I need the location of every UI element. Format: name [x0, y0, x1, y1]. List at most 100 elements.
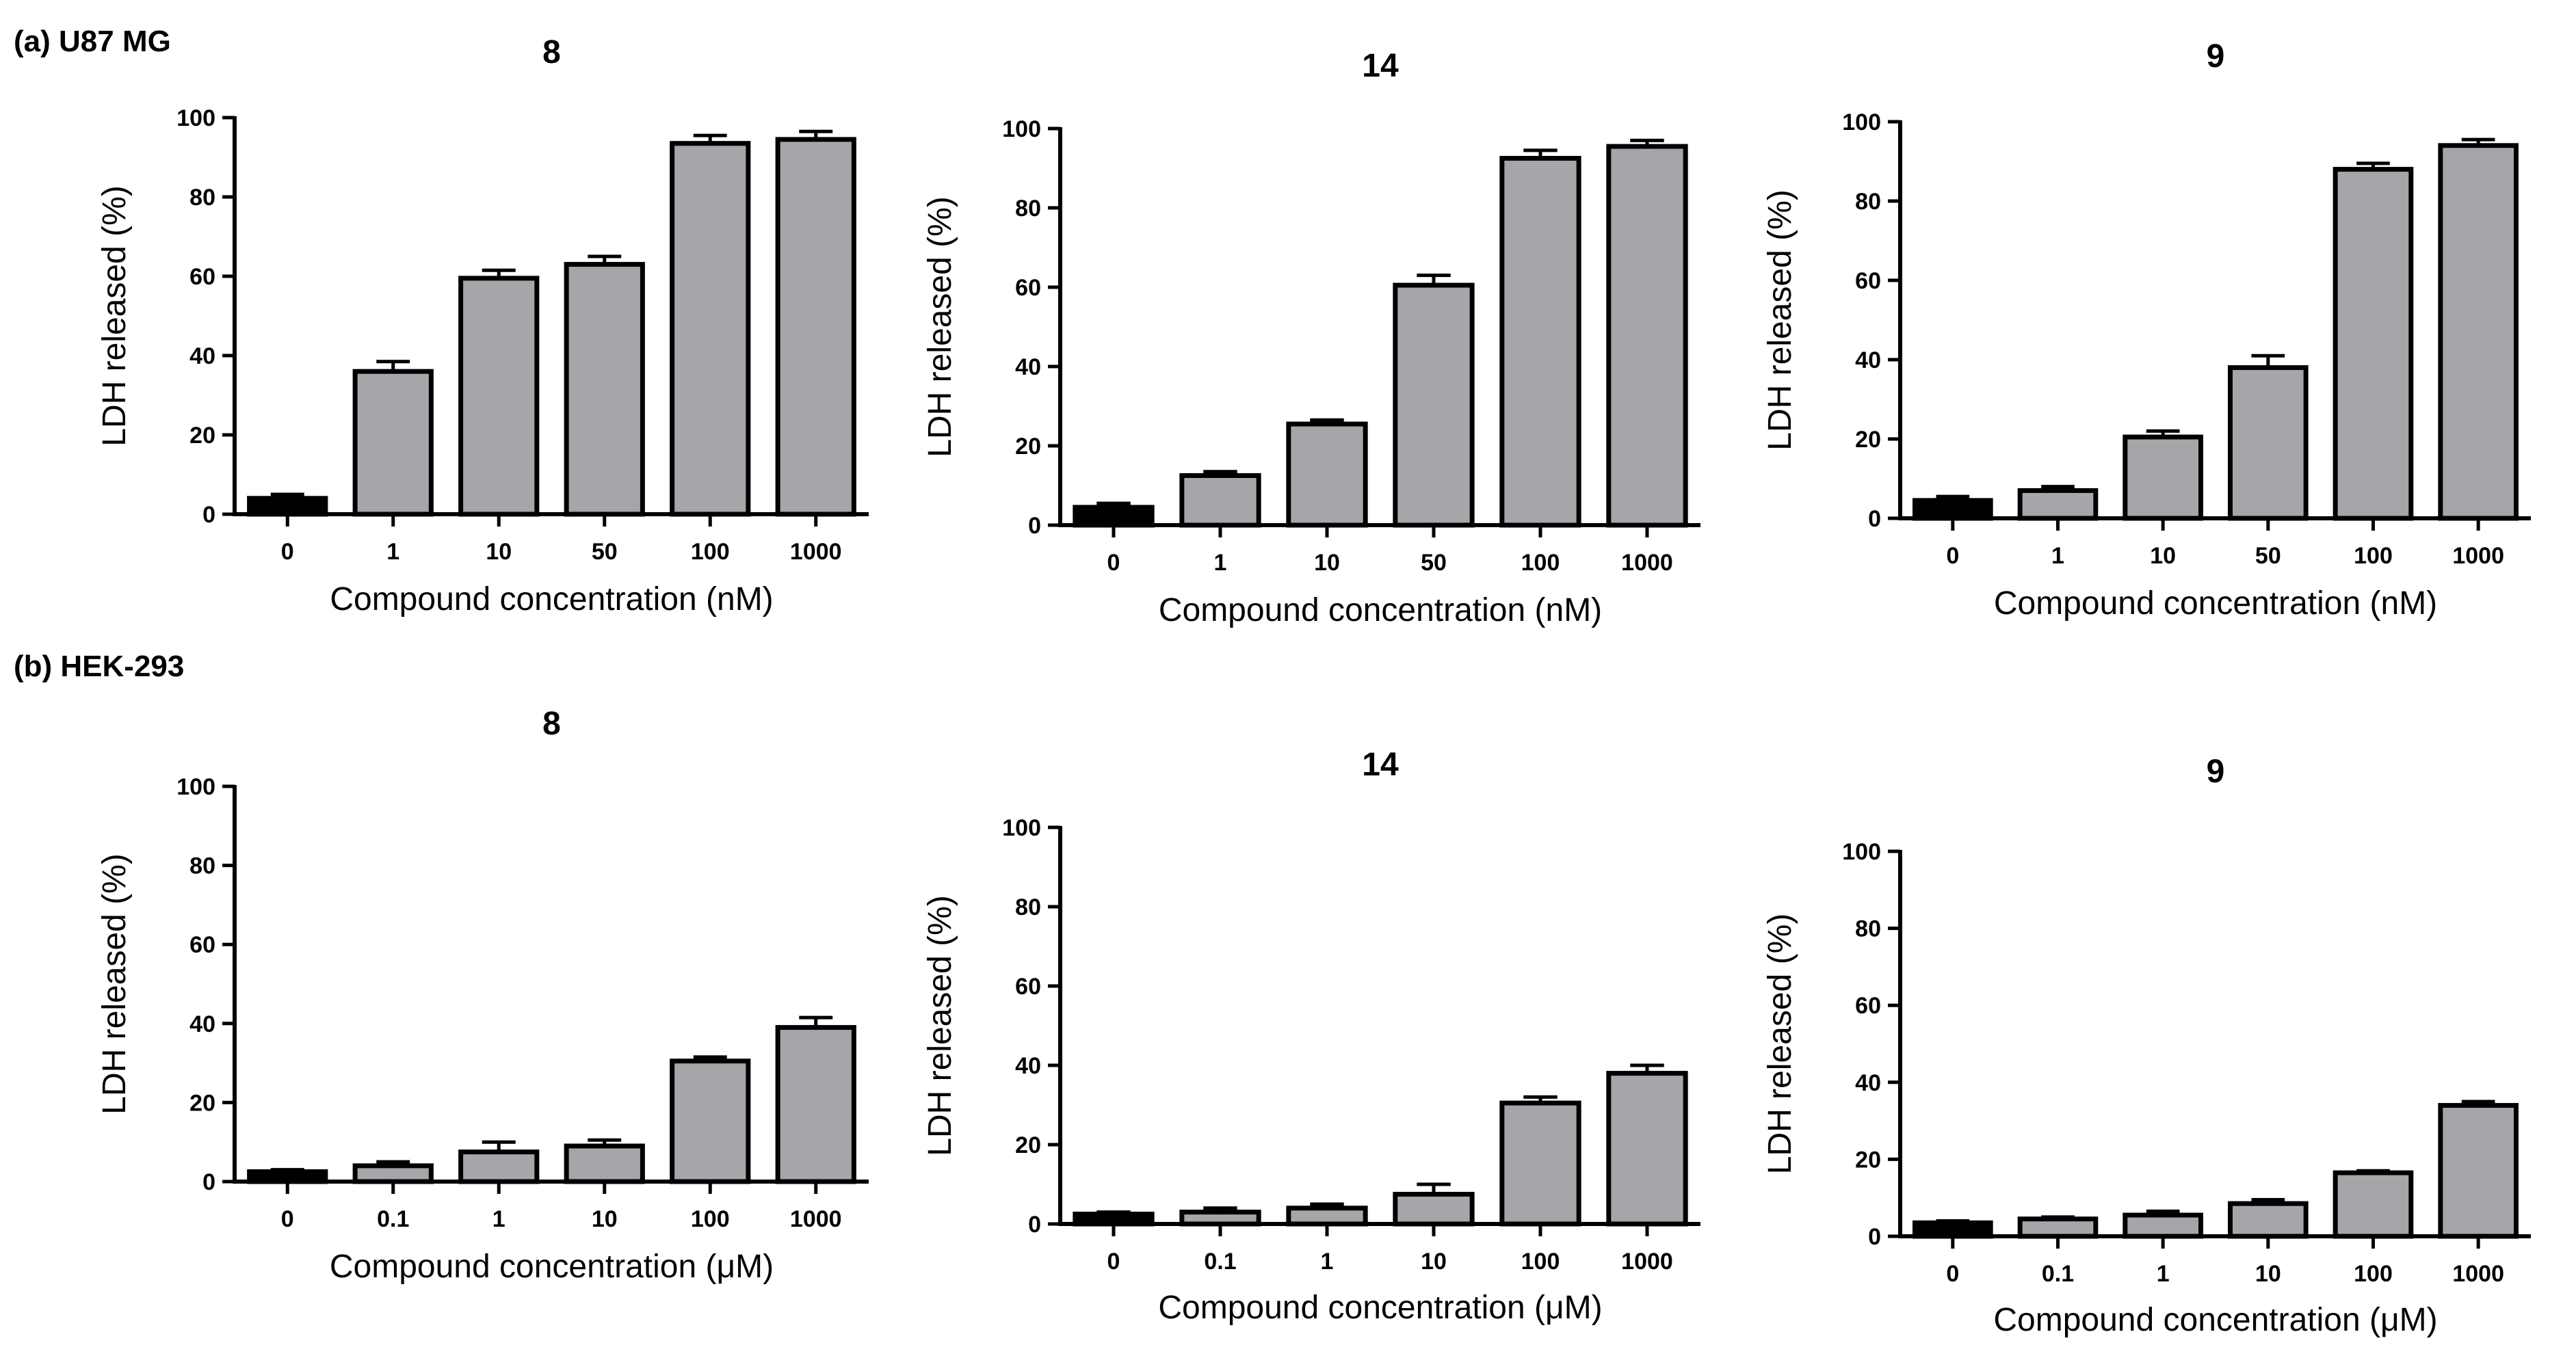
chart-1-y-tick-label: 40: [189, 343, 215, 369]
chart-5-y-tick-label: 20: [1015, 1132, 1041, 1158]
chart-6-x-tick-label: 0: [1946, 1261, 1959, 1287]
chart-4-bar: [775, 1025, 856, 1184]
chart-2-y-tick-label: 80: [1015, 196, 1041, 222]
chart-2-bar: [1073, 505, 1155, 528]
chart-1-y-tick-label: 100: [176, 105, 215, 131]
chart-6-title: 9: [2207, 754, 2225, 790]
chart-5-x-axis-label: Compound concentration (μM): [1158, 1290, 1602, 1326]
chart-4-y-tick-label: 100: [176, 774, 215, 800]
chart-3-title: 9: [2207, 38, 2225, 75]
chart-5-y-tick-label: 80: [1015, 894, 1041, 920]
chart-5-y-axis-label: LDH released (%): [922, 895, 958, 1156]
chart-5-y-tick-label: 0: [1028, 1212, 1041, 1238]
chart-1-y-tick-label: 80: [189, 185, 215, 211]
chart-5-x-tick-label: 0: [1107, 1249, 1120, 1275]
chart-6-y-tick-label: 60: [1855, 993, 1881, 1019]
chart-6-bar: [2438, 1103, 2519, 1239]
chart-3-bar: [2017, 488, 2099, 521]
chart-2-y-tick-label: 20: [1015, 434, 1041, 460]
chart-4-x-tick-label: 1000: [790, 1206, 842, 1232]
chart-1-x-tick-label: 1: [386, 539, 399, 565]
chart-6-x-axis-label: Compound concentration (μM): [1993, 1302, 2437, 1338]
chart-3-x-tick-label: 50: [2255, 543, 2281, 569]
chart-2-bar: [1606, 144, 1688, 528]
chart-6-x-tick-label: 10: [2255, 1261, 2281, 1287]
chart-4-y-tick-label: 80: [189, 853, 215, 879]
chart-4-y-tick-label: 60: [189, 932, 215, 958]
chart-4-x-tick-label: 0.1: [377, 1206, 409, 1232]
chart-3-x-tick-label: 1: [2051, 543, 2064, 569]
chart-5-bar: [1606, 1071, 1688, 1227]
chart-2-x-tick-label: 1: [1214, 550, 1227, 576]
chart-6-y-axis-label: LDH released (%): [1762, 914, 1798, 1174]
chart-1-bar: [352, 369, 434, 517]
chart-6-bar: [2017, 1216, 2099, 1239]
chart-2-y-tick-label: 40: [1015, 354, 1041, 380]
chart-4-bar: [352, 1163, 434, 1184]
chart-3-bar: [1913, 498, 1993, 521]
chart-6-bar: [2228, 1201, 2309, 1239]
chart-5-y-tick-label: 40: [1015, 1053, 1041, 1079]
chart-1-y-tick-label: 60: [189, 264, 215, 290]
chart-5-y-tick-label: 60: [1015, 974, 1041, 1000]
chart-6-x-tick-label: 100: [2354, 1261, 2393, 1287]
chart-3-x-tick-label: 100: [2354, 543, 2393, 569]
chart-5-y-tick-label: 100: [1002, 815, 1041, 841]
chart-1-x-tick-label: 10: [486, 539, 512, 565]
chart-2-bar: [1286, 421, 1368, 528]
chart-6-y-tick-label: 20: [1855, 1147, 1881, 1173]
chart-6-y-tick-label: 40: [1855, 1070, 1881, 1096]
chart-4-x-tick-label: 0: [281, 1206, 294, 1232]
chart-4-y-axis-label: LDH released (%): [96, 853, 133, 1114]
chart-3-y-tick-label: 0: [1868, 506, 1881, 532]
chart-1-bar: [775, 137, 856, 517]
chart-1-bar: [670, 141, 751, 517]
chart-5-x-tick-label: 0.1: [1204, 1249, 1236, 1275]
chart-4-x-axis-label: Compound concentration (μM): [330, 1249, 774, 1285]
chart-2-y-tick-label: 100: [1002, 116, 1041, 142]
chart-4-x-tick-label: 1: [492, 1206, 505, 1232]
chart-4-y-tick-label: 0: [202, 1169, 215, 1195]
chart-2-x-axis-label: Compound concentration (nM): [1159, 592, 1602, 628]
chart-6-y-tick-label: 80: [1855, 916, 1881, 942]
chart-3-y-tick-label: 60: [1855, 268, 1881, 294]
chart-2-x-tick-label: 0: [1107, 550, 1120, 576]
chart-3-bar: [2438, 143, 2519, 521]
chart-5-x-tick-label: 10: [1421, 1249, 1447, 1275]
chart-2-y-tick-label: 60: [1015, 275, 1041, 301]
panel-label-a: (a) U87 MG: [14, 25, 171, 58]
chart-1-title: 8: [542, 34, 561, 70]
chart-3-y-tick-label: 80: [1855, 189, 1881, 215]
chart-1-y-tick-label: 0: [202, 502, 215, 528]
chart-3-x-tick-label: 1000: [2452, 543, 2504, 569]
chart-1-y-axis-label: LDH released (%): [96, 185, 133, 446]
chart-2-bar: [1499, 156, 1581, 528]
chart-4-title: 8: [542, 706, 561, 742]
chart-4-bar: [564, 1143, 645, 1184]
chart-1-x-tick-label: 1000: [790, 539, 842, 565]
chart-4-bar: [458, 1149, 540, 1184]
chart-5-title: 14: [1362, 747, 1399, 783]
chart-6-bar: [2332, 1170, 2414, 1239]
chart-2-bar: [1179, 473, 1261, 528]
chart-6-x-tick-label: 0.1: [2042, 1261, 2074, 1287]
chart-6-bar: [2122, 1212, 2203, 1239]
chart-3-y-axis-label: LDH released (%): [1762, 189, 1798, 450]
chart-2-x-tick-label: 1000: [1621, 550, 1673, 576]
chart-3-y-tick-label: 100: [1842, 109, 1881, 135]
chart-4-bar: [670, 1059, 751, 1184]
chart-5-bar: [1286, 1206, 1368, 1227]
chart-3-y-tick-label: 20: [1855, 427, 1881, 453]
chart-2-title: 14: [1362, 48, 1399, 84]
panel-label-b: (b) HEK-293: [14, 650, 185, 683]
chart-3-x-tick-label: 0: [1946, 543, 1959, 569]
chart-2-y-tick-label: 0: [1028, 513, 1041, 539]
chart-5-x-tick-label: 1: [1321, 1249, 1334, 1275]
chart-2-x-tick-label: 50: [1421, 550, 1447, 576]
chart-6-y-tick-label: 100: [1842, 839, 1881, 865]
chart-5-bar: [1393, 1192, 1475, 1227]
chart-2-x-tick-label: 100: [1521, 550, 1560, 576]
chart-1-bar: [564, 262, 645, 517]
chart-4-y-tick-label: 20: [189, 1090, 215, 1116]
